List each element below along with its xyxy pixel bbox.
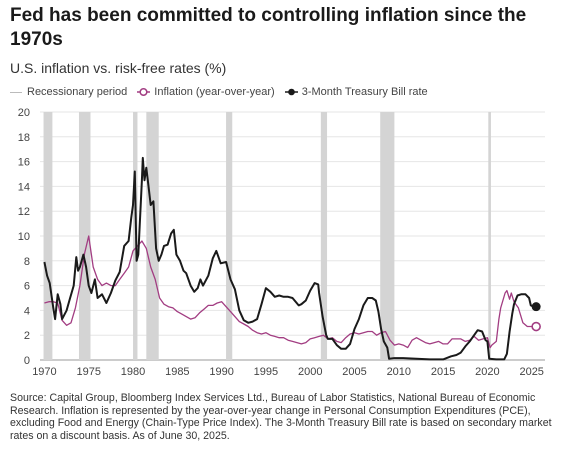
x-tick-label: 2025 xyxy=(519,366,543,378)
legend-item-inflation: Inflation (year-over-year) xyxy=(137,86,275,98)
recession-band-5 xyxy=(226,112,233,360)
y-tick-label: 18 xyxy=(18,132,30,144)
source-note: Source: Capital Group, Bloomberg Index S… xyxy=(10,392,552,442)
x-tick-label: 2005 xyxy=(342,366,366,378)
inflation-end-point xyxy=(531,321,541,332)
recession-band-4 xyxy=(146,112,159,360)
recession-band-6 xyxy=(320,112,328,360)
inflation-line-marker-icon xyxy=(137,87,151,97)
recession-band-7 xyxy=(380,112,395,360)
x-tick-label: 2020 xyxy=(475,366,499,378)
x-tick-label: 2000 xyxy=(298,366,322,378)
recession-band-1 xyxy=(43,112,53,360)
inflation-vs-rates-chart: 0 2 4 6 8 10 12 14 16 18 20 1970 1975 1980 1985 1990 199… xyxy=(18,107,545,378)
y-tick-label: 2 xyxy=(24,330,30,342)
y-tick-label: 4 xyxy=(24,305,30,317)
x-tick-label: 1995 xyxy=(254,366,278,378)
recession-band-8 xyxy=(488,112,491,360)
tbill-series-line xyxy=(43,156,537,361)
legend-label-inflation: Inflation (year-over-year) xyxy=(154,86,275,98)
x-tick-label: 1980 xyxy=(121,366,145,378)
y-tick-label: 0 xyxy=(24,355,30,367)
y-tick-label: 16 xyxy=(18,157,30,169)
tbill-end-point xyxy=(531,302,541,312)
x-tick-label: 1990 xyxy=(209,366,233,378)
legend-label-tbill: 3-Month Treasury Bill rate xyxy=(301,86,428,98)
x-tick-label: 1985 xyxy=(165,366,189,378)
y-tick-label: 14 xyxy=(18,181,30,193)
x-tick-label: 2015 xyxy=(431,366,455,378)
y-tick-label: 8 xyxy=(24,256,30,268)
legend: Recessionary period Inflation (year-over… xyxy=(10,84,438,100)
legend-item-tbill: 3-Month Treasury Bill rate xyxy=(284,86,428,98)
x-tick-label: 1970 xyxy=(32,366,56,378)
legend-item-recession: Recessionary period xyxy=(10,86,127,98)
tbill-line-marker-icon xyxy=(284,88,298,96)
y-tick-label: 10 xyxy=(18,231,30,243)
inflation-series-line xyxy=(44,235,537,349)
y-tick-label: 20 xyxy=(18,107,30,119)
chart-title: Fed has been committed to controlling in… xyxy=(10,5,527,50)
x-tick-label: 2010 xyxy=(387,366,411,378)
chart-subtitle: U.S. inflation vs. risk-free rates (%) xyxy=(10,60,227,76)
y-tick-label: 12 xyxy=(18,206,30,218)
x-tick-label: 1975 xyxy=(76,366,100,378)
y-tick-label: 6 xyxy=(24,281,30,293)
recession-band-2 xyxy=(78,112,91,360)
legend-label-recession: Recessionary period xyxy=(27,86,128,98)
recession-swatch-icon xyxy=(10,91,22,93)
